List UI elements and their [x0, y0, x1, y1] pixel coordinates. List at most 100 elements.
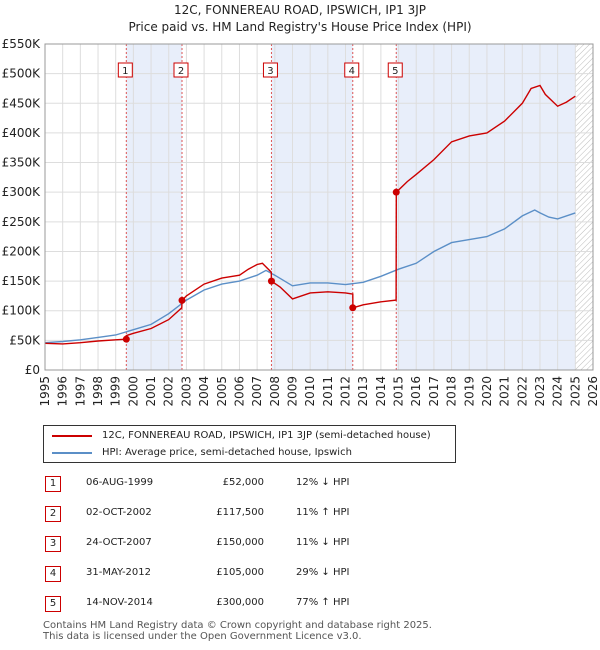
table-row: 4 31-MAY-2012 £105,000 29% ↓ HPI [40, 563, 460, 593]
sale-marker-badge: 2 [45, 506, 61, 522]
legend-swatch-property [52, 435, 92, 437]
x-tick-label: 2013 [356, 376, 370, 407]
sale-price: £117,500 [216, 507, 264, 518]
sale-number-box [344, 62, 360, 78]
x-tick-label: 2008 [268, 376, 282, 407]
x-tick-label: 2025 [568, 376, 582, 407]
attribution-line-2: This data is licensed under the Open Gov… [43, 631, 362, 642]
sale-marker-badge: 3 [45, 536, 61, 552]
sale-price: £105,000 [216, 567, 264, 578]
y-tick-label: £400K [2, 126, 42, 140]
y-tick-label: £150K [2, 274, 42, 288]
sale-price: £150,000 [216, 537, 264, 548]
sale-number-label: 3 [267, 66, 273, 77]
chart-legend: 12C, FONNEREAU ROAD, IPSWICH, IP1 3JP (s… [43, 425, 456, 463]
sale-number-label: 2 [178, 66, 184, 77]
x-tick-label: 1996 [56, 376, 70, 407]
x-tick-label: 2001 [144, 376, 158, 407]
sale-marker-badge: 5 [45, 596, 61, 612]
series-line-property [44, 84, 576, 345]
ownership-period-shade [271, 44, 353, 370]
x-tick-label: 1995 [38, 376, 52, 407]
x-tick-label: 2019 [462, 376, 476, 407]
y-tick-label: £0 [25, 363, 40, 377]
sale-hpi-diff: 11% ↓ HPI [296, 537, 350, 548]
x-tick-label: 2014 [374, 376, 388, 407]
x-tick-label: 2012 [339, 376, 353, 407]
sale-hpi-diff: 29% ↓ HPI [296, 567, 350, 578]
y-tick-label: £350K [2, 156, 42, 170]
table-row: 3 24-OCT-2007 £150,000 11% ↓ HPI [40, 533, 460, 563]
sale-number-box [262, 62, 278, 78]
x-tick-label: 2000 [126, 376, 140, 407]
x-tick-label: 2009 [285, 376, 299, 407]
sale-point [267, 277, 275, 285]
sale-number-box [117, 62, 133, 78]
x-tick-label: 2007 [250, 376, 264, 407]
x-tick-label: 2017 [427, 376, 441, 407]
x-tick-label: 2005 [215, 376, 229, 407]
x-tick-label: 2016 [409, 376, 423, 407]
y-tick-label: £450K [2, 96, 42, 110]
sale-hpi-diff: 11% ↑ HPI [296, 507, 350, 518]
sale-marker-badge: 1 [45, 476, 61, 492]
x-tick-label: 2020 [480, 376, 494, 407]
ownership-period-shade [396, 44, 576, 370]
sale-number-label: 4 [349, 66, 355, 77]
chart-title: 12C, FONNEREAU ROAD, IPSWICH, IP1 3JP [174, 3, 426, 17]
y-tick-label: £200K [2, 244, 42, 258]
forecast-hatch-region [575, 44, 593, 370]
y-tick-label: £250K [2, 215, 42, 229]
y-tick-label: £300K [2, 185, 42, 199]
table-row: 1 06-AUG-1999 £52,000 12% ↓ HPI [40, 473, 460, 503]
table-row: 5 14-NOV-2014 £300,000 77% ↑ HPI [40, 593, 460, 623]
sale-hpi-diff: 77% ↑ HPI [296, 597, 350, 608]
sale-date: 31-MAY-2012 [86, 567, 152, 578]
x-tick-label: 1998 [91, 376, 105, 407]
sale-date: 06-AUG-1999 [86, 477, 154, 488]
sale-number-box [173, 62, 189, 78]
sale-number-label: 1 [122, 66, 128, 77]
sale-date: 14-NOV-2014 [86, 597, 153, 608]
sale-price: £300,000 [216, 597, 264, 608]
sale-marker-badge: 4 [45, 566, 61, 582]
x-tick-label: 2002 [162, 376, 176, 407]
x-tick-label: 1997 [73, 376, 87, 407]
sale-date: 02-OCT-2002 [86, 507, 152, 518]
series-line-hpi [44, 209, 576, 344]
attribution-line-1: Contains HM Land Registry data © Crown c… [43, 620, 432, 631]
x-tick-label: 2026 [586, 376, 600, 407]
y-tick-label: £550K [2, 37, 42, 51]
sale-point [392, 188, 400, 196]
legend-swatch-hpi [52, 452, 92, 454]
x-tick-label: 2015 [392, 376, 406, 407]
x-tick-label: 1999 [109, 376, 123, 407]
ownership-period-shade [126, 44, 182, 370]
attribution-footer: Contains HM Land Registry data © Crown c… [43, 620, 432, 642]
legend-label-property: 12C, FONNEREAU ROAD, IPSWICH, IP1 3JP (s… [102, 430, 431, 441]
price-chart: 1 2 3 4 5 £0 £50K £100K £150K £200K £250K £300K £350… [2, 37, 600, 407]
legend-label-hpi: HPI: Average price, semi-detached house,… [102, 447, 352, 458]
x-tick-label: 2003 [179, 376, 193, 407]
table-row: 2 02-OCT-2002 £117,500 11% ↑ HPI [40, 503, 460, 533]
x-tick-label: 2023 [533, 376, 547, 407]
sale-number-box [387, 62, 403, 78]
x-tick-label: 2010 [303, 376, 317, 407]
sale-number-label: 5 [392, 66, 398, 77]
sale-point [122, 335, 130, 343]
y-tick-label: £50K [9, 333, 41, 347]
x-tick-label: 2021 [498, 376, 512, 407]
x-tick-label: 2024 [551, 376, 565, 407]
x-tick-label: 2018 [445, 376, 459, 407]
y-tick-label: £500K [2, 67, 42, 81]
y-tick-label: £100K [2, 304, 42, 318]
sales-table: 1 06-AUG-1999 £52,000 12% ↓ HPI 2 02-OCT… [40, 473, 460, 623]
sale-hpi-diff: 12% ↓ HPI [296, 477, 350, 488]
x-tick-label: 2006 [232, 376, 246, 407]
sale-point [178, 296, 186, 304]
sale-point [349, 304, 357, 312]
plot-border [44, 43, 594, 371]
x-tick-label: 2011 [321, 376, 335, 407]
sale-price: £52,000 [222, 477, 264, 488]
chart-subtitle: Price paid vs. HM Land Registry's House … [128, 20, 472, 34]
